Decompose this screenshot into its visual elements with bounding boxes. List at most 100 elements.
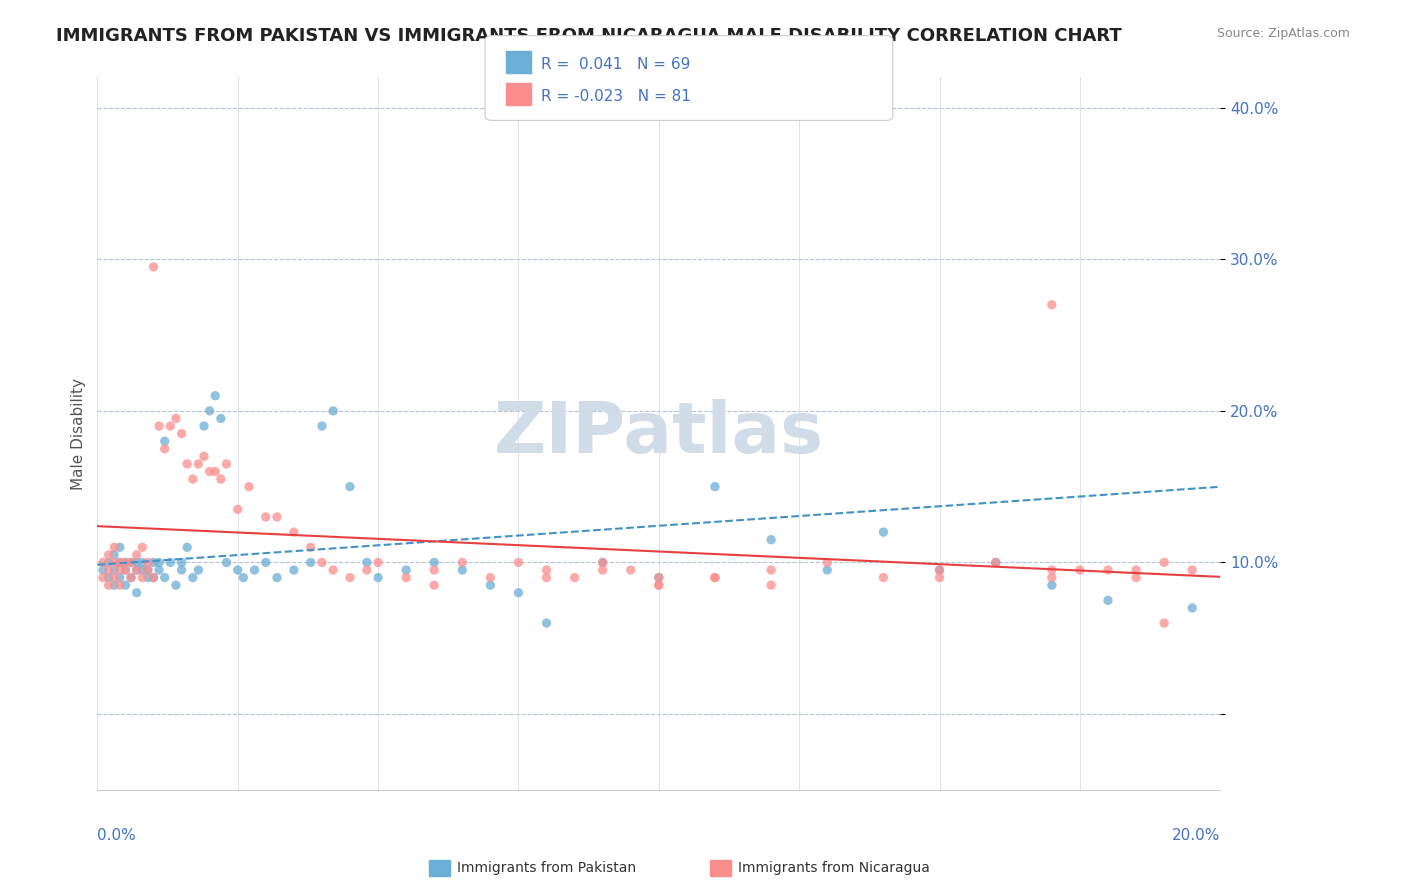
Immigrants from Pakistan: [254, 556, 277, 570]
Immigrants from Pakistan: [1097, 593, 1119, 607]
Immigrants from Pakistan: [215, 556, 238, 570]
Immigrants from Pakistan: [91, 563, 114, 577]
Immigrants from Nicaragua: [198, 465, 221, 479]
Immigrants from Nicaragua: [176, 457, 198, 471]
Immigrants from Nicaragua: [592, 563, 614, 577]
Text: Source: ZipAtlas.com: Source: ZipAtlas.com: [1216, 27, 1350, 40]
Immigrants from Nicaragua: [1040, 571, 1063, 585]
Immigrants from Nicaragua: [299, 541, 322, 555]
Immigrants from Nicaragua: [367, 556, 389, 570]
Immigrants from Pakistan: [872, 525, 894, 540]
Immigrants from Nicaragua: [131, 541, 153, 555]
Immigrants from Nicaragua: [165, 411, 187, 425]
Immigrants from Nicaragua: [423, 578, 446, 592]
Text: R =  0.041   N = 69: R = 0.041 N = 69: [541, 57, 690, 71]
Text: 0.0%: 0.0%: [97, 828, 136, 843]
Immigrants from Nicaragua: [759, 563, 782, 577]
Immigrants from Nicaragua: [131, 571, 153, 585]
Immigrants from Pakistan: [367, 571, 389, 585]
Immigrants from Pakistan: [648, 571, 671, 585]
Immigrants from Pakistan: [131, 563, 153, 577]
Immigrants from Nicaragua: [181, 472, 204, 486]
Immigrants from Pakistan: [170, 563, 193, 577]
Immigrants from Pakistan: [153, 571, 176, 585]
Immigrants from Pakistan: [142, 556, 165, 570]
Immigrants from Nicaragua: [136, 563, 159, 577]
Immigrants from Nicaragua: [1097, 563, 1119, 577]
Immigrants from Pakistan: [148, 556, 170, 570]
Immigrants from Nicaragua: [815, 556, 838, 570]
Immigrants from Nicaragua: [125, 563, 148, 577]
Text: R = -0.023   N = 81: R = -0.023 N = 81: [541, 89, 692, 103]
Immigrants from Nicaragua: [120, 571, 142, 585]
Immigrants from Pakistan: [451, 563, 474, 577]
Immigrants from Pakistan: [204, 389, 226, 403]
Immigrants from Nicaragua: [451, 556, 474, 570]
Immigrants from Pakistan: [125, 586, 148, 600]
Immigrants from Pakistan: [103, 578, 125, 592]
Immigrants from Pakistan: [108, 571, 131, 585]
Immigrants from Nicaragua: [508, 556, 530, 570]
Immigrants from Pakistan: [339, 480, 361, 494]
Text: Immigrants from Pakistan: Immigrants from Pakistan: [457, 861, 636, 875]
Immigrants from Nicaragua: [204, 465, 226, 479]
Immigrants from Nicaragua: [872, 571, 894, 585]
Immigrants from Pakistan: [198, 404, 221, 418]
Immigrants from Nicaragua: [148, 419, 170, 434]
Immigrants from Nicaragua: [592, 556, 614, 570]
Y-axis label: Male Disability: Male Disability: [72, 377, 86, 490]
Immigrants from Nicaragua: [536, 563, 558, 577]
Immigrants from Pakistan: [1040, 578, 1063, 592]
Immigrants from Nicaragua: [1125, 563, 1147, 577]
Immigrants from Pakistan: [187, 563, 209, 577]
Immigrants from Pakistan: [226, 563, 249, 577]
Immigrants from Nicaragua: [120, 556, 142, 570]
Immigrants from Nicaragua: [704, 571, 727, 585]
Immigrants from Pakistan: [136, 563, 159, 577]
Immigrants from Nicaragua: [1153, 556, 1175, 570]
Immigrants from Nicaragua: [283, 525, 305, 540]
Immigrants from Nicaragua: [114, 563, 136, 577]
Immigrants from Nicaragua: [1153, 616, 1175, 631]
Immigrants from Pakistan: [283, 563, 305, 577]
Immigrants from Nicaragua: [1040, 563, 1063, 577]
Immigrants from Nicaragua: [759, 578, 782, 592]
Immigrants from Pakistan: [108, 556, 131, 570]
Immigrants from Nicaragua: [238, 480, 260, 494]
Immigrants from Pakistan: [193, 419, 215, 434]
Immigrants from Pakistan: [759, 533, 782, 547]
Immigrants from Pakistan: [97, 556, 120, 570]
Immigrants from Pakistan: [131, 556, 153, 570]
Immigrants from Nicaragua: [1181, 563, 1204, 577]
Immigrants from Nicaragua: [91, 571, 114, 585]
Immigrants from Pakistan: [181, 571, 204, 585]
Immigrants from Nicaragua: [423, 563, 446, 577]
Immigrants from Pakistan: [108, 541, 131, 555]
Immigrants from Nicaragua: [1040, 298, 1063, 312]
Immigrants from Pakistan: [120, 556, 142, 570]
Immigrants from Nicaragua: [648, 578, 671, 592]
Immigrants from Pakistan: [165, 578, 187, 592]
Immigrants from Nicaragua: [170, 426, 193, 441]
Immigrants from Pakistan: [508, 586, 530, 600]
Immigrants from Nicaragua: [226, 502, 249, 516]
Immigrants from Pakistan: [114, 556, 136, 570]
Immigrants from Nicaragua: [103, 556, 125, 570]
Immigrants from Nicaragua: [187, 457, 209, 471]
Immigrants from Pakistan: [479, 578, 502, 592]
Immigrants from Nicaragua: [648, 578, 671, 592]
Immigrants from Nicaragua: [620, 563, 643, 577]
Immigrants from Pakistan: [125, 556, 148, 570]
Immigrants from Nicaragua: [97, 578, 120, 592]
Immigrants from Pakistan: [103, 548, 125, 562]
Immigrants from Nicaragua: [984, 556, 1007, 570]
Immigrants from Pakistan: [176, 541, 198, 555]
Immigrants from Nicaragua: [704, 571, 727, 585]
Text: 20.0%: 20.0%: [1173, 828, 1220, 843]
Immigrants from Pakistan: [170, 556, 193, 570]
Immigrants from Pakistan: [103, 563, 125, 577]
Immigrants from Nicaragua: [395, 571, 418, 585]
Immigrants from Pakistan: [984, 556, 1007, 570]
Immigrants from Pakistan: [142, 571, 165, 585]
Immigrants from Pakistan: [114, 563, 136, 577]
